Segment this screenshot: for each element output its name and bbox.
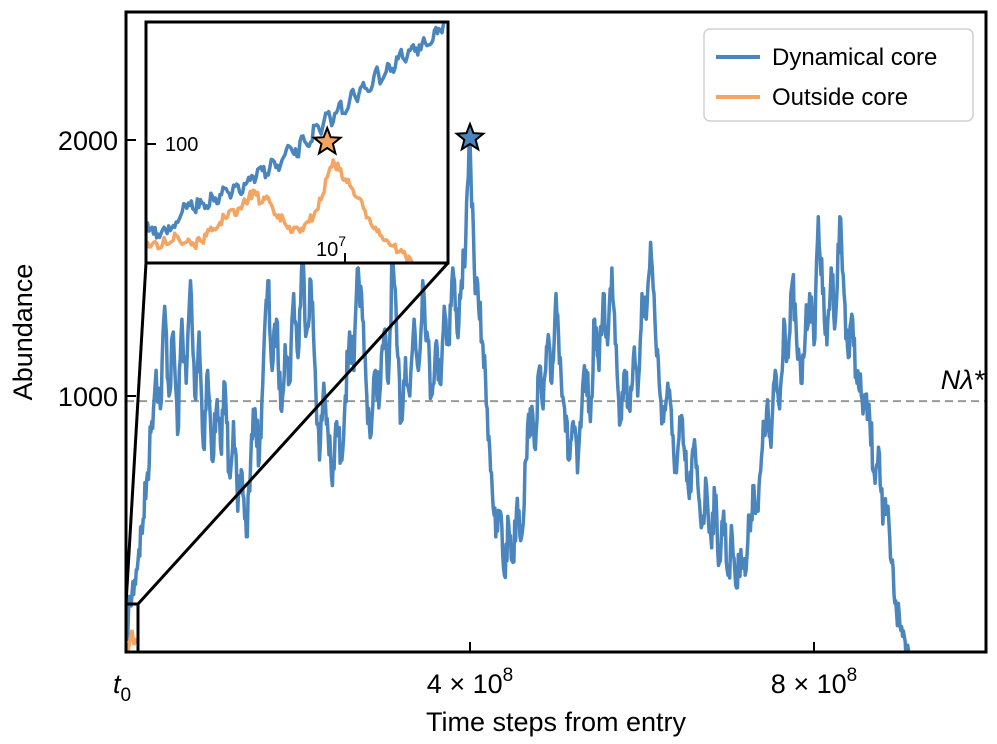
- legend-label-dynamical-core: Dynamical core: [772, 44, 937, 71]
- x-tick-label-2: 8 × 108: [771, 665, 857, 699]
- legend: Dynamical core Outside core: [703, 28, 974, 122]
- inset-x-tick-label: 107: [316, 233, 346, 261]
- x-axis-title: Time steps from entry: [426, 707, 687, 737]
- inset-chart: 100 107: [144, 20, 450, 265]
- x-tick-label-0: t0: [113, 669, 131, 706]
- y-axis-title: Abundance: [8, 264, 38, 401]
- reference-line-label: Nλ*: [941, 365, 986, 395]
- zoom-connector-line-left: [124, 262, 148, 605]
- legend-label-outside-core: Outside core: [772, 84, 908, 111]
- axes-frame: [124, 10, 988, 654]
- inset-series-outside-core-line: [146, 158, 421, 263]
- legend-box: [703, 28, 974, 122]
- peak-star-marker: [454, 121, 486, 152]
- inset-star-marker: [311, 125, 344, 156]
- y-axis-ticks: 1000 2000: [58, 126, 136, 412]
- inset-series-dynamical-core-line: [146, 22, 447, 240]
- x-axis-ticks: t0 4 × 108 8 × 108: [113, 642, 857, 706]
- y-tick-label-0: 1000: [58, 382, 118, 412]
- x-tick-label-1: 4 × 108: [427, 665, 513, 699]
- zoom-connector-line-right: [136, 261, 450, 606]
- inset-frame: [144, 20, 450, 265]
- series-outside-core-line: [126, 629, 138, 652]
- series-dynamical-core-line: [126, 138, 911, 652]
- inset-y-tick-label: 100: [165, 134, 198, 156]
- y-tick-label-1: 2000: [58, 126, 118, 156]
